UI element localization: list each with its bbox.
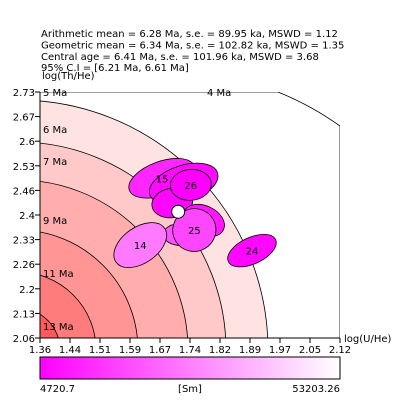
mean-marker — [171, 204, 186, 219]
header-line: Geometric mean = 6.34 Ma, s.e. = 102.82 … — [41, 40, 344, 51]
aliquot-label: 25 — [188, 226, 201, 237]
x-tick-label: 2.12 — [329, 345, 351, 356]
y-tick-label: 2.13 — [13, 309, 35, 320]
y-tick-label: 2.67 — [13, 113, 35, 124]
aliquot-ellipse — [113, 222, 168, 268]
aliquot-label: 15 — [156, 174, 169, 185]
x-tick-label: 1.59 — [119, 345, 141, 356]
colorbar-max-label: 53203.26 — [292, 384, 340, 395]
y-tick-label: 2.4 — [19, 211, 35, 222]
y-tick-label: 2.53 — [13, 162, 35, 173]
y-tick-label: 2.06 — [13, 334, 35, 345]
x-tick-label: 1.82 — [209, 345, 231, 356]
y-tick-label: 2.46 — [13, 186, 35, 197]
x-tick-label: 1.44 — [59, 345, 81, 356]
header-line: Central age = 6.41 Ma, s.e. = 101.96 ka,… — [41, 52, 319, 63]
isochron-label: 11 Ma — [43, 269, 74, 280]
x-tick-label: 1.51 — [89, 345, 111, 356]
y-tick-label: 2.73 — [13, 88, 35, 99]
isochron-region-11 — [40, 274, 96, 338]
x-tick-label: 1.74 — [179, 345, 201, 356]
axes: 1.36 1.44 1.51 1.59 1.67 1.74 1.82 1.89 1.97 2.05… — [13, 71, 392, 356]
y-tick-label: 2.2 — [19, 285, 35, 296]
chart-header: Arithmetic mean = 6.28 Ma, s.e. = 89.95 … — [41, 29, 344, 74]
isochron-region-13 — [40, 313, 59, 338]
isochron-label: 4 Ma — [207, 88, 231, 99]
plot-area: 15 26 25 14 24 4 Ma 5 Ma 6 Ma 7 Ma 9 Ma 11 Ma 13 M… — [40, 88, 340, 338]
header-line: Arithmetic mean = 6.28 Ma, s.e. = 89.95 … — [41, 29, 338, 40]
x-tick-label: 1.89 — [239, 345, 261, 356]
colorbar-min-label: 4720.7 — [40, 384, 75, 395]
mean-marker-point — [171, 204, 186, 219]
colorbar: 4720.7 [Sm] 53203.26 — [39, 356, 341, 395]
y-tick-label: 2.33 — [13, 236, 35, 247]
aliquot-label: 14 — [134, 241, 147, 252]
aliquot-label: 24 — [246, 247, 259, 258]
isochron-label: 13 Ma — [43, 322, 74, 333]
x-axis-label: log(U/He) — [344, 334, 392, 345]
y-tick-label: 2.26 — [13, 260, 35, 271]
isochron-labels: 4 Ma 5 Ma 6 Ma 7 Ma 9 Ma 11 Ma 13 Ma — [43, 88, 231, 333]
y-axis-label: log(Th/He) — [42, 71, 95, 82]
isochron-label: 7 Ma — [43, 157, 67, 168]
isochron-label: 9 Ma — [43, 216, 67, 227]
isochron-label: 5 Ma — [43, 88, 67, 99]
x-tick-label: 2.05 — [299, 345, 321, 356]
x-tick-label: 1.97 — [269, 345, 291, 356]
x-tick-label: 1.36 — [29, 345, 51, 356]
aliquot-label: 26 — [184, 181, 197, 192]
colorbar-gradient — [39, 356, 341, 380]
y-tick-label: 2.6 — [19, 137, 35, 148]
colorbar-title: [Sm] — [178, 384, 202, 395]
x-tick-label: 1.67 — [149, 345, 171, 356]
aliquot-ellipse — [169, 169, 212, 201]
aliquot-ellipses: 15 26 25 14 24 — [113, 158, 277, 268]
aliquot-ellipse — [227, 233, 277, 268]
isochron-label: 6 Ma — [43, 125, 67, 136]
header-line: 95% C.I = [6.21 Ma, 6.61 Ma] — [41, 63, 189, 74]
